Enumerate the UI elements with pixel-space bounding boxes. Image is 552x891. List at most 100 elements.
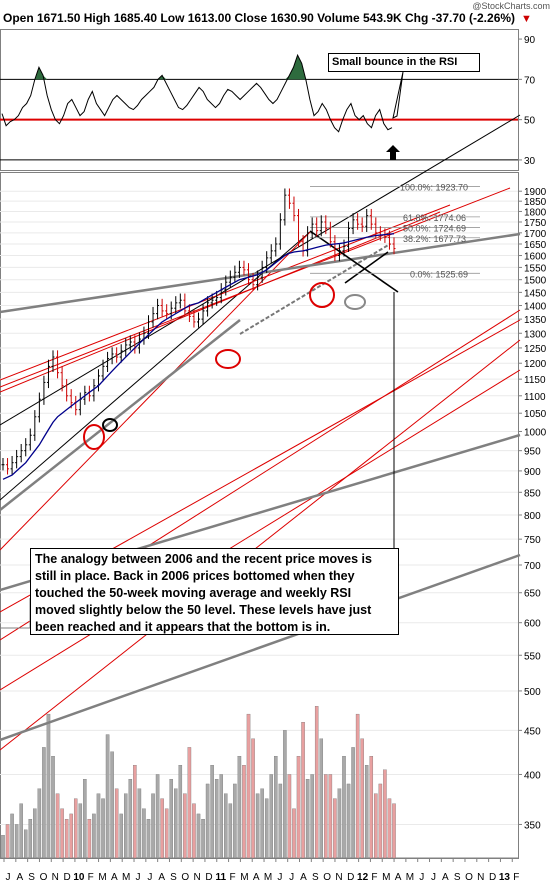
volume-bar	[78, 803, 83, 859]
volume-bar	[205, 783, 210, 859]
volume-bar	[324, 774, 328, 859]
touch-circle	[215, 349, 241, 369]
price-tick-label: 800	[524, 511, 541, 522]
x-tick-label: O	[323, 872, 331, 883]
volume-bar	[23, 829, 28, 859]
rsi-tick-label: 30	[524, 156, 536, 167]
volume-bar	[342, 756, 346, 859]
volume-bar	[228, 803, 233, 859]
volume-bar	[369, 756, 374, 859]
volume-bar	[119, 813, 123, 859]
volume-bar	[233, 783, 237, 859]
price-tick-label: 1650	[524, 240, 547, 251]
volume-bar	[87, 818, 92, 859]
x-tick-label: 11	[215, 872, 226, 883]
volume-bar	[196, 813, 201, 859]
price-tick-label: 1900	[524, 187, 547, 198]
price-tick-label: 1500	[524, 276, 547, 287]
channel-line-black	[0, 231, 311, 501]
volume-bar	[96, 793, 101, 859]
fib-level-label: 0.0%: 1525.69	[410, 269, 468, 279]
volume-bar	[260, 788, 264, 859]
rsi-tick-label: 70	[524, 75, 536, 86]
x-tick-label: J	[6, 872, 11, 883]
x-tick-label: 12	[357, 872, 369, 883]
x-tick-label: J	[136, 872, 141, 883]
volume-bar	[210, 765, 214, 859]
volume-bar	[346, 783, 351, 859]
price-tick-label: 1300	[524, 329, 547, 340]
red-channel-line	[0, 339, 521, 751]
price-tick-label: 550	[524, 651, 541, 662]
volume-bar	[51, 756, 55, 859]
x-tick-label: J	[289, 872, 294, 883]
volume-bar	[133, 765, 137, 859]
volume-bar	[105, 734, 110, 859]
volume-bar	[360, 738, 364, 859]
price-tick-label: 1850	[524, 197, 547, 208]
volume-bar	[146, 818, 151, 859]
volume-bar	[73, 798, 78, 859]
price-tick-label: 1550	[524, 263, 547, 274]
price-tick-label: 1700	[524, 229, 547, 240]
volume-bar	[1, 835, 5, 859]
price-tick-label: 850	[524, 488, 541, 499]
volume-bar	[183, 793, 187, 859]
fib-level-label: 38.2%: 1677.73	[403, 234, 466, 244]
x-tick-label: F	[88, 872, 94, 883]
volume-bar	[83, 779, 87, 859]
volume-bar	[42, 747, 46, 859]
volume-bar	[392, 803, 396, 859]
volume-bar	[60, 808, 64, 859]
volume-bar	[251, 738, 255, 859]
fib-level-label: 100.0%: 1923.70	[400, 183, 468, 193]
fib-level-label: 61.8%: 1774.06	[403, 213, 466, 223]
x-tick-label: O	[465, 872, 473, 883]
price-tick-label: 1600	[524, 252, 547, 263]
price-tick-label: 700	[524, 561, 541, 572]
price-tick-label: 1150	[524, 375, 546, 386]
red-channel-line	[0, 231, 311, 551]
x-tick-label: 13	[499, 872, 511, 883]
price-tick-label: 1750	[524, 218, 547, 229]
price-tick-label: 600	[524, 619, 541, 630]
volume-bar	[46, 713, 51, 859]
price-tick-label: 450	[524, 726, 541, 737]
x-tick-label: J	[431, 872, 436, 883]
x-tick-label: A	[395, 872, 402, 883]
volume-bar	[160, 798, 164, 859]
volume-bar	[378, 783, 383, 859]
x-tick-label: D	[347, 872, 354, 883]
gray-trend-line	[0, 553, 521, 742]
x-tick-label: N	[52, 872, 59, 883]
volume-bar	[114, 788, 119, 859]
gray-trend-line	[0, 319, 241, 511]
volume-bar	[19, 803, 23, 859]
x-tick-label: A	[442, 872, 449, 883]
x-tick-label: D	[63, 872, 70, 883]
volume-bar	[33, 808, 37, 859]
volume-bar	[305, 779, 310, 859]
rsi-tick-label: 90	[524, 35, 536, 46]
volume-bar	[142, 808, 146, 859]
volume-bar	[187, 747, 192, 859]
x-tick-label: M	[240, 872, 248, 883]
price-tick-label: 950	[524, 447, 541, 458]
touch-circle	[83, 424, 105, 450]
volume-bar	[14, 824, 19, 859]
price-tick-label: 1050	[524, 409, 547, 420]
volume-bar	[242, 765, 246, 859]
volume-bar	[246, 713, 251, 859]
x-tick-label: S	[454, 872, 461, 883]
price-tick-label: 650	[524, 589, 541, 600]
rsi-callout: Small bounce in the RSI	[328, 53, 480, 72]
trend-line-black	[0, 114, 521, 426]
x-tick-label: N	[477, 872, 484, 883]
volume-bar	[237, 756, 242, 859]
volume-bar	[319, 738, 324, 859]
volume-bar	[178, 765, 183, 859]
up-arrow-marker	[386, 145, 400, 160]
analogy-annotation: The analogy between 2006 and the recent …	[30, 548, 399, 635]
price-tick-label: 1100	[524, 392, 546, 403]
